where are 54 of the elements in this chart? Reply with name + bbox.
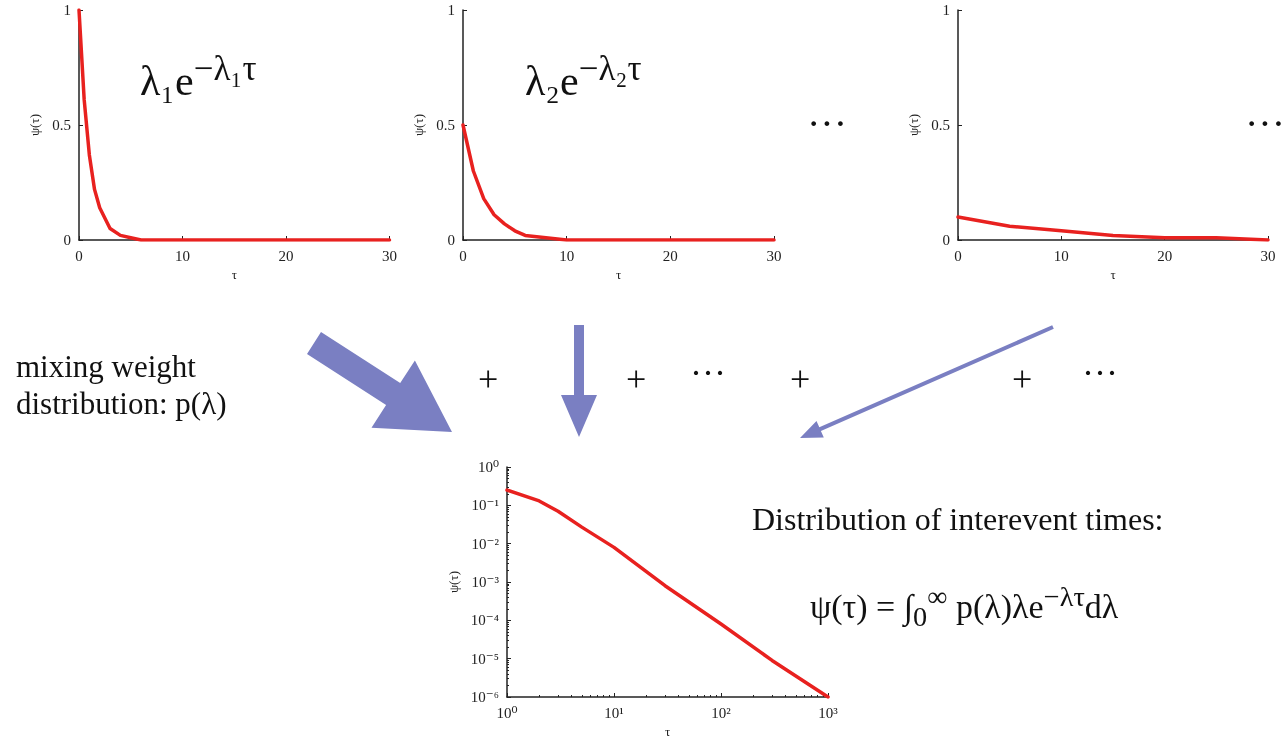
x-tick-label: 10¹ — [604, 704, 624, 721]
x-tick-label: 0 — [954, 247, 962, 264]
x-tick-label: 10 — [1053, 247, 1069, 264]
y-tick-label: 0 — [447, 232, 455, 248]
x-tick-label: 10 — [175, 247, 190, 264]
annotation: λ₂e$^{−λ₂τ}$ — [525, 48, 642, 106]
y-tick-label: 0.5 — [931, 117, 950, 133]
text: mixing weight distribution: p(λ) — [16, 348, 227, 423]
annotation: Distribution of interevent times: — [752, 500, 1164, 539]
y-tick-label: 10⁻¹ — [471, 497, 499, 514]
y-tick-label: 10⁻⁶ — [470, 689, 499, 705]
y-tick-label: 0 — [942, 232, 950, 248]
y-axis-title: ψ(τ) — [27, 113, 43, 137]
annotation: λ₁e$^{−λ₁τ}$ — [140, 48, 257, 106]
x-tick-label: 30 — [382, 247, 397, 264]
x-tick-label: 20 — [662, 247, 678, 264]
y-axis-title: ψ(τ) — [411, 113, 427, 137]
y-tick-label: 0 — [63, 232, 71, 248]
x-tick-label: 30 — [766, 247, 782, 264]
x-tick-label: 20 — [278, 247, 294, 264]
text: ··· — [1082, 352, 1118, 395]
y-tick-label: 1 — [942, 2, 950, 18]
x-axis-title: τ — [615, 267, 622, 282]
x-tick-label: 10 — [559, 247, 575, 264]
x-tick-label: 10³ — [818, 704, 839, 721]
x-axis-title: τ — [664, 724, 671, 739]
y-tick-label: 10⁻⁴ — [470, 612, 499, 629]
text: + — [1012, 358, 1033, 401]
y-axis-title: ψ(τ) — [906, 113, 922, 137]
x-axis-title: τ — [1110, 267, 1116, 282]
y-tick-label: 10⁻⁵ — [470, 650, 499, 667]
x-tick-label: 10⁰ — [496, 704, 518, 721]
y-tick-label: 1 — [447, 2, 455, 18]
annotation: ψ(τ) = ∫$_{0}$$^{∞}$ p(λ)λe$^{−λτ}$dλ — [810, 580, 1119, 635]
text: + — [478, 358, 499, 401]
text: ··· — [807, 100, 847, 148]
text: + — [626, 358, 647, 401]
annotation: ··· — [1245, 100, 1285, 148]
x-tick-label: 20 — [1157, 247, 1173, 264]
x-tick-label: 0 — [75, 247, 83, 264]
x-tick-label: 30 — [1260, 247, 1276, 264]
line-series — [77, 8, 392, 242]
x-tick-label: 10² — [711, 704, 732, 721]
y-axis-title: ψ(τ) — [445, 570, 461, 594]
x-axis-title: τ — [231, 267, 237, 282]
x-tick-label: 0 — [459, 247, 467, 264]
text: + — [790, 358, 811, 401]
y-tick-label: 10⁰ — [477, 459, 499, 475]
text: ··· — [690, 352, 726, 395]
y-tick-label: 0.5 — [436, 117, 455, 133]
y-tick-label: 10⁻² — [471, 535, 500, 552]
y-tick-label: 10⁻³ — [471, 574, 500, 590]
y-tick-label: 0.5 — [52, 117, 71, 133]
y-tick-label: 1 — [63, 2, 71, 18]
